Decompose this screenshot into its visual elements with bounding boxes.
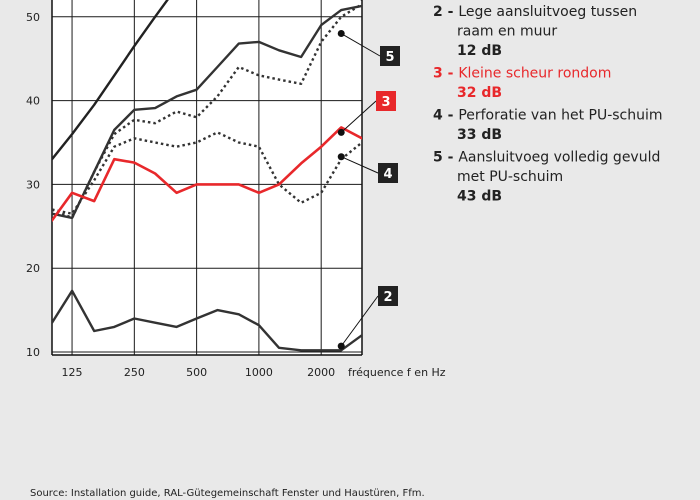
- tag-box-5: [380, 46, 400, 66]
- tag-leader-5: [340, 33, 381, 57]
- legend-label-3: 3 - Kleine scheur rondom: [433, 66, 611, 82]
- tag-point-5: [337, 30, 345, 38]
- legend-number-3: 3 -: [433, 66, 458, 82]
- legend-label-2: 2 - Lege aansluitvoeg tussen: [433, 4, 637, 20]
- series-line-3: [52, 126, 362, 222]
- tag-label-2: 2: [383, 290, 392, 305]
- legend-number-5: 5 -: [433, 150, 458, 166]
- x-tick-label-500: 500: [186, 366, 207, 379]
- legend-label-cont-5: met PU-schuim: [457, 169, 563, 185]
- x-tick-label-1000: 1000: [245, 366, 273, 379]
- x-tick-label-125: 125: [62, 366, 83, 379]
- tag-label-3: 3: [381, 95, 390, 110]
- y-tick-label-30: 30: [26, 178, 40, 191]
- legend-label-5: 5 - Aansluitvoeg volledig gevuld: [433, 150, 660, 166]
- tag-label-5: 5: [385, 50, 394, 65]
- series-line-1b: [52, 4, 362, 220]
- tag-point-4: [337, 153, 345, 161]
- x-tick-label-250: 250: [124, 366, 145, 379]
- legend-value-2: 12 dB: [457, 43, 502, 59]
- y-tick-label-10: 10: [26, 346, 40, 359]
- y-tick-label-20: 20: [26, 262, 40, 275]
- series-line-2: [52, 289, 362, 352]
- source-note: Source: Installation guide, RAL-Gütegeme…: [30, 488, 425, 499]
- grid-lines: [52, 0, 362, 355]
- legend: 2 - Lege aansluitvoeg tussen raam en muur…: [433, 4, 663, 205]
- x-axis-label: fréquence f en Hz: [348, 366, 446, 379]
- tag-leader-2: [340, 295, 379, 347]
- legend-item-5: 5 - Aansluitvoeg volledig gevuld met PU-s…: [433, 150, 660, 205]
- axes: [51, 0, 363, 356]
- legend-value-5: 43 dB: [457, 189, 502, 205]
- legend-value-3: 32 dB: [457, 85, 502, 101]
- legend-number-4: 4 -: [433, 108, 458, 124]
- legend-number-2: 2 -: [433, 4, 458, 20]
- tag-leader-3: [340, 100, 377, 133]
- legend-item-3: 3 - Kleine scheur rondom 32 dB: [433, 66, 611, 102]
- series-line-1: [52, 0, 362, 161]
- tag-point-3: [337, 128, 345, 136]
- legend-label-4: 4 - Perforatie van het PU-schuim: [433, 108, 663, 124]
- x-tick-label-2000: 2000: [307, 366, 335, 379]
- y-tick-label-40: 40: [26, 95, 40, 108]
- series-line-5: [52, 3, 362, 220]
- series-tags: 5 3 4 2: [337, 30, 400, 350]
- tag-box-3: [376, 91, 396, 111]
- series-layer: [52, 0, 362, 352]
- y-tick-label-50: 50: [26, 11, 40, 24]
- legend-label-cont-2: raam en muur: [457, 24, 557, 40]
- legend-value-4: 33 dB: [457, 127, 502, 143]
- tag-leader-4: [341, 156, 379, 174]
- tag-box-2: [378, 286, 398, 306]
- tag-point-2: [337, 342, 345, 350]
- tag-label-4: 4: [383, 167, 392, 182]
- tick-labels: 125 250 500 1000 2000 10 20 30 40 50: [26, 11, 335, 379]
- legend-item-2: 2 - Lege aansluitvoeg tussen raam en muur…: [433, 4, 637, 59]
- legend-item-4: 4 - Perforatie van het PU-schuim 33 dB: [433, 108, 663, 144]
- plot-area: [52, 0, 362, 355]
- tag-box-4: [378, 163, 398, 183]
